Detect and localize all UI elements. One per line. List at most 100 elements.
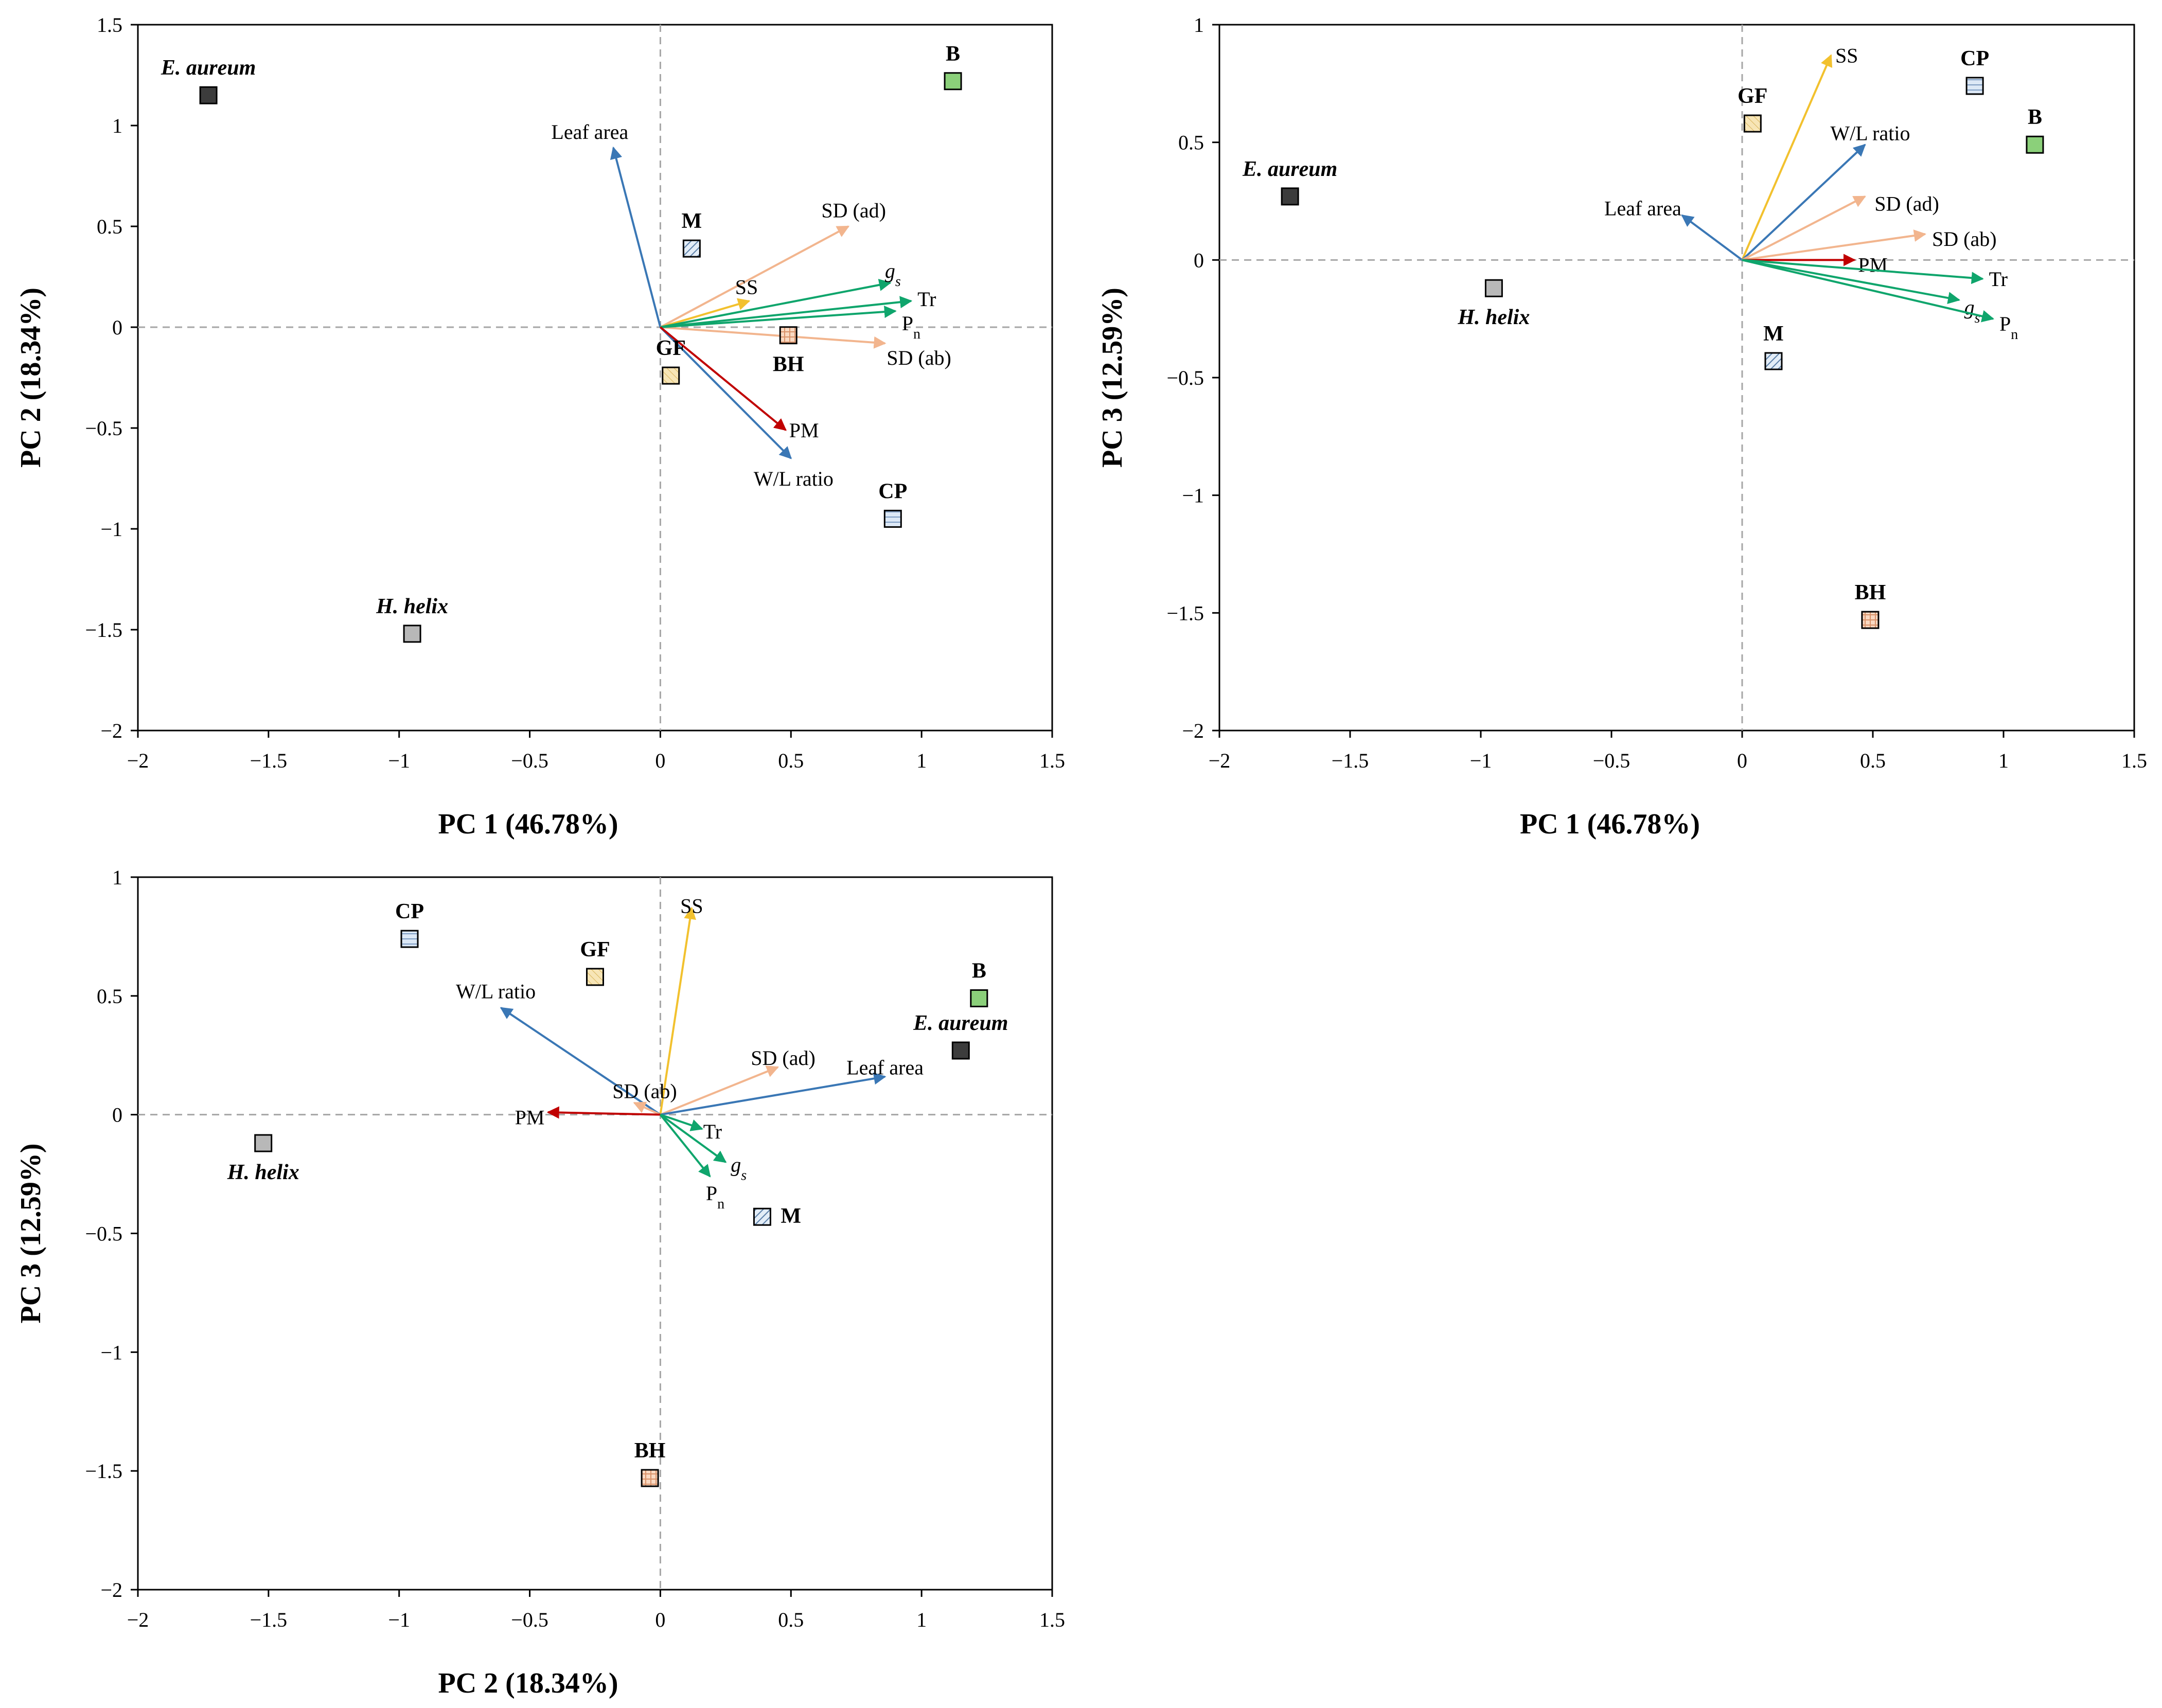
- chart1-vector-sd-ab: [660, 326, 887, 349]
- chart1-vector-label-w-l-ratio: W/L ratio: [754, 467, 834, 490]
- chart3-vector-label-pn: Pn: [706, 1182, 724, 1212]
- chart3-vector-gs: [660, 1114, 727, 1163]
- chart2-x-tick-label: 0.5: [1860, 749, 1886, 772]
- chart2-y-tick-label: −2: [1182, 719, 1204, 742]
- chart3-point-gf: [586, 968, 604, 986]
- chart2-vector-w-l-ratio: [1741, 144, 1866, 261]
- chart2-point-label-bh: BH: [1855, 581, 1886, 604]
- chart1-point-m: [682, 239, 701, 258]
- chart3-vector-ss: [659, 906, 696, 1115]
- chart3-point-h-helix: [254, 1134, 273, 1152]
- chart1-point-label-cp: CP: [878, 479, 907, 503]
- chart2-x-tick-label: −0.5: [1593, 749, 1631, 772]
- chart1-vector-label-gs: gs: [885, 259, 901, 290]
- chart3-point-cp: [400, 930, 419, 948]
- chart3-point-label-cp: CP: [395, 900, 424, 923]
- chart1-point-label-gf: GF: [656, 336, 686, 360]
- chart2-vector-sd-ab: [1742, 229, 1926, 261]
- chart1-x-tick-label: −2: [127, 749, 149, 772]
- chart1-vector-ss: [660, 298, 751, 328]
- chart1-x-tick-label: −1.5: [250, 749, 288, 772]
- chart2-vector-leaf-area: [1681, 214, 1743, 261]
- chart1-x-tick-label: 0: [655, 749, 665, 772]
- chart1-vector-label-ss: SS: [735, 276, 758, 299]
- chart2-point-b: [2026, 135, 2044, 154]
- chart1-y-tick-label: −2: [100, 719, 122, 742]
- chart1-y-tick-label: 1.5: [97, 13, 122, 37]
- chart3-x-tick-label: 1: [916, 1608, 927, 1631]
- chart2-point-label-b: B: [2028, 105, 2042, 129]
- chart1-point-bh: [779, 326, 798, 345]
- chart2-x-axis-title: PC 1 (46.78%): [1520, 808, 1700, 840]
- chart3-point-label-bh: BH: [634, 1439, 666, 1463]
- chart3-x-tick-label: −1.5: [250, 1608, 288, 1631]
- chart3-vector-w-l-ratio: [500, 1007, 661, 1116]
- chart3-point-label-gf: GF: [580, 938, 610, 962]
- panel-pc2-pc3: −2 −1.5 −1 −0.5 0 0.5 1 1.5 −2 −1.5 −1 −0.5 0 0.5 1 PC …: [15, 866, 1065, 1699]
- chart3-x-axis-title: PC 2 (18.34%): [438, 1667, 618, 1699]
- chart1-x-tick-label: −1: [388, 749, 410, 772]
- chart1-y-tick-label: 0: [112, 316, 122, 339]
- chart3-x-tick-label: −2: [127, 1608, 149, 1631]
- chart3-y-axis-title: PC 3 (12.59%): [15, 1144, 47, 1324]
- chart2-plot-frame: [1218, 24, 2135, 732]
- chart2-y-axis-title: PC 3 (12.59%): [1096, 288, 1128, 468]
- chart1-vector-label-pn: Pn: [902, 312, 920, 342]
- chart3-y-tick-label: 0.5: [97, 985, 122, 1008]
- chart2-point-gf: [1743, 114, 1762, 133]
- chart3-point-label-m: M: [781, 1204, 801, 1228]
- chart1-vector-label-sd-ad: SD (ad): [821, 199, 886, 222]
- chart1-x-tick-label: 1: [916, 749, 927, 772]
- chart2-x-tick-label: −1.5: [1332, 749, 1369, 772]
- chart2-vector-label-ss: SS: [1835, 44, 1858, 67]
- chart2-vector-label-w-l-ratio: W/L ratio: [1830, 121, 1910, 145]
- chart3-point-b: [970, 989, 988, 1007]
- chart1-vector-label-pm: PM: [789, 419, 819, 442]
- chart2-point-bh: [1861, 611, 1880, 629]
- chart1-y-tick-label: −1.5: [85, 618, 122, 642]
- chart2-x-tick-label: −2: [1209, 749, 1231, 772]
- chart1-x-tick-label: 1.5: [1039, 749, 1065, 772]
- chart2-point-cp: [1965, 77, 1984, 95]
- chart1-vector-pm: [660, 326, 787, 431]
- chart3-x-tick-label: −0.5: [511, 1608, 548, 1631]
- chart2-vector-label-tr: Tr: [1989, 268, 2008, 291]
- chart2-x-tick-label: 1: [1998, 749, 2009, 772]
- chart2-vector-tr: [1742, 259, 1984, 284]
- chart3-point-bh: [641, 1469, 659, 1487]
- chart3-x-tick-label: 1.5: [1039, 1608, 1065, 1631]
- chart3-vector-label-sd-ad: SD (ad): [751, 1046, 816, 1070]
- chart1-point-h-helix: [403, 625, 421, 643]
- chart2-x-tick-label: −1: [1470, 749, 1492, 772]
- chart2-point-label-gf: GF: [1738, 84, 1767, 108]
- chart2-vector-label-gs: gs: [1964, 296, 1980, 326]
- chart2-vector-label-leaf-area: Leaf area: [1604, 197, 1681, 220]
- chart2-point-label-h-helix: H. helix: [1457, 306, 1530, 329]
- chart1-point-label-m: M: [682, 209, 702, 233]
- chart1-point-label-b: B: [946, 42, 960, 66]
- chart3-vector-pn: [659, 1114, 711, 1178]
- chart1-vector-tr: [660, 296, 913, 328]
- chart3-vector-leaf-area: [660, 1072, 887, 1116]
- chart1-plot-frame: [137, 24, 1053, 732]
- chart3-y-tick-label: −1.5: [85, 1460, 122, 1483]
- chart2-vector-label-sd-ab: SD (ab): [1932, 227, 1997, 251]
- chart3-vector-label-leaf-area: Leaf area: [846, 1056, 924, 1079]
- chart1-y-tick-label: −0.5: [85, 417, 122, 440]
- chart3-x-tick-label: −1: [388, 1608, 410, 1631]
- chart1-y-tick-label: −1: [100, 518, 122, 541]
- chart1-point-label-bh: BH: [773, 353, 804, 377]
- chart3-x-tick-label: 0: [655, 1608, 665, 1631]
- chart2-point-m: [1764, 352, 1783, 370]
- chart1-y-tick-label: 1: [112, 114, 122, 137]
- chart2-point-e-aureum: [1281, 187, 1299, 206]
- chart2-point-h-helix: [1484, 279, 1503, 297]
- chart3-point-m: [753, 1207, 771, 1226]
- chart1-vector-label-tr: Tr: [917, 288, 936, 311]
- chart2-vector-gs: [1742, 259, 1961, 304]
- chart1-point-e-aureum: [199, 86, 218, 104]
- chart2-y-tick-label: −1: [1182, 484, 1204, 507]
- chart3-y-tick-label: −1: [100, 1341, 122, 1364]
- chart1-point-gf: [662, 366, 680, 385]
- chart3-vector-sd-ad: [660, 1065, 779, 1116]
